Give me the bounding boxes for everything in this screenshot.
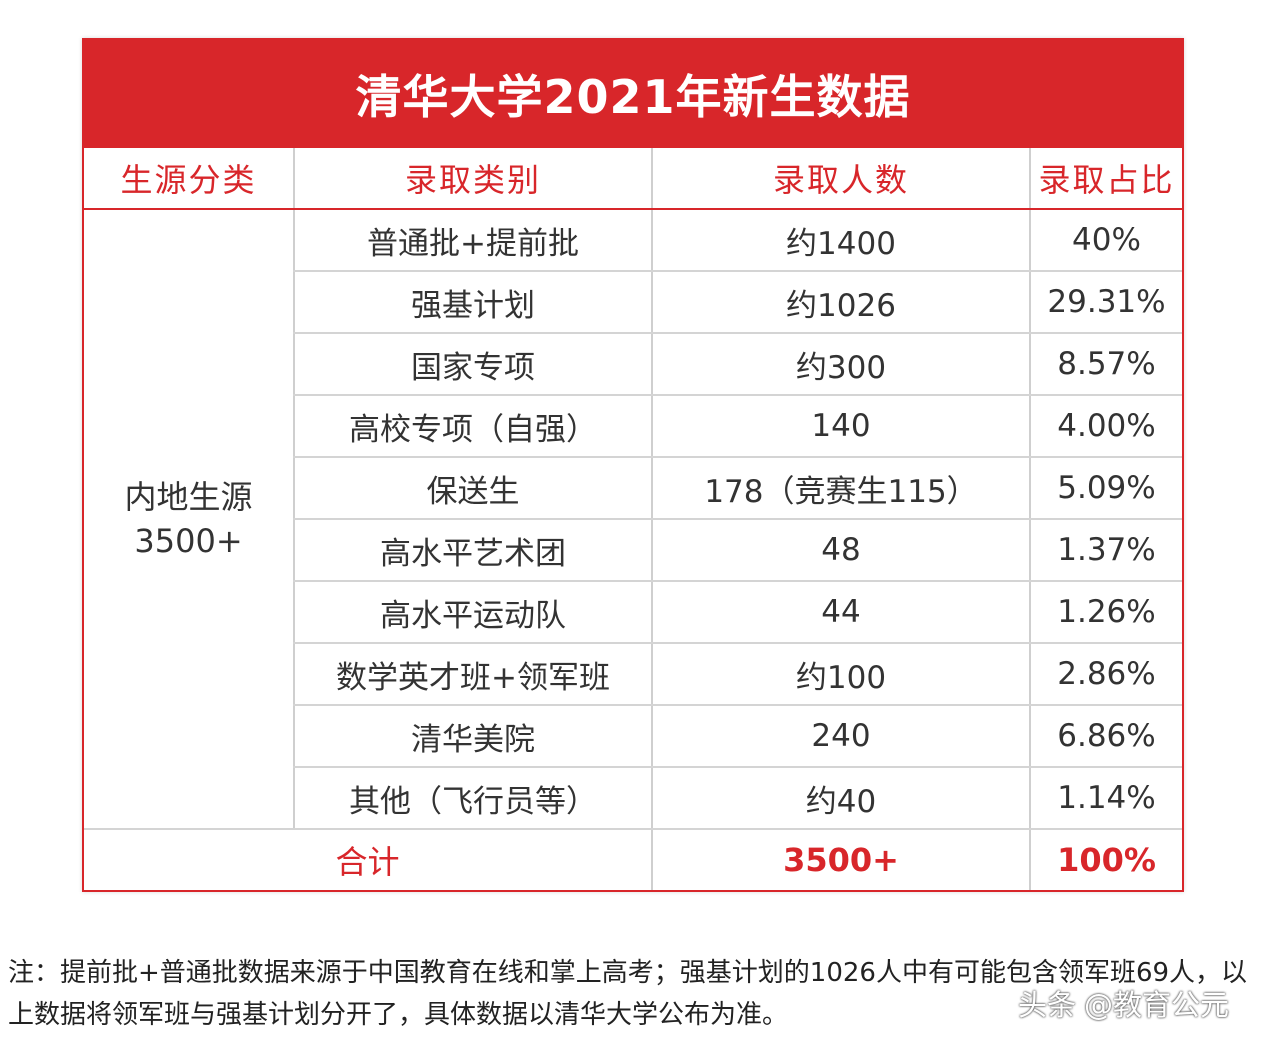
total-row: 合计 3500+ 100%: [84, 829, 1182, 890]
row-count: 178（竞赛生115）: [651, 457, 1030, 520]
table-row: 其他（飞行员等） 约40 1.14%: [84, 767, 1182, 830]
row-category: 普通批+提前批: [293, 209, 652, 272]
row-count: 140: [651, 395, 1030, 458]
row-category: 高水平运动队: [293, 581, 652, 644]
row-ratio: 2.86%: [1029, 643, 1182, 706]
table-row: 国家专项 约300 8.57%: [84, 333, 1182, 396]
source-group-name: 内地生源: [124, 478, 253, 516]
header-row: 生源分类 录取类别 录取人数 录取占比: [84, 148, 1182, 210]
total-count: 3500+: [651, 829, 1030, 890]
row-category: 数学英才班+领军班: [293, 643, 652, 706]
table-row: 保送生 178（竞赛生115） 5.09%: [84, 457, 1182, 520]
header-count: 录取人数: [651, 148, 1030, 210]
row-count: 约1400: [651, 209, 1030, 272]
table-row: 清华美院 240 6.86%: [84, 705, 1182, 768]
row-ratio: 1.26%: [1029, 581, 1182, 644]
admission-table: 生源分类 录取类别 录取人数 录取占比 内地生源 3500+ 普通批+提前批 约…: [84, 148, 1182, 890]
table-row: 数学英才班+领军班 约100 2.86%: [84, 643, 1182, 706]
row-count: 48: [651, 519, 1030, 582]
table-title: 清华大学2021年新生数据: [84, 40, 1182, 148]
table-row: 高水平运动队 44 1.26%: [84, 581, 1182, 644]
row-category: 其他（飞行员等）: [293, 767, 652, 830]
row-ratio: 8.57%: [1029, 333, 1182, 396]
source-group-cell: 内地生源 3500+: [84, 209, 294, 830]
watermark-brand: 头条: [1018, 988, 1077, 1022]
watermark: 头条 @教育公元: [1018, 982, 1229, 1024]
row-ratio: 40%: [1029, 209, 1182, 272]
row-ratio: 6.86%: [1029, 705, 1182, 768]
row-count: 44: [651, 581, 1030, 644]
source-group-total: 3500+: [134, 522, 243, 560]
table-row: 内地生源 3500+ 普通批+提前批 约1400 40%: [84, 209, 1182, 830]
header-source: 生源分类: [84, 148, 294, 210]
row-category: 强基计划: [293, 271, 652, 334]
row-count: 约100: [651, 643, 1030, 706]
row-ratio: 1.37%: [1029, 519, 1182, 582]
row-category: 保送生: [293, 457, 652, 520]
total-label: 合计: [335, 843, 400, 881]
row-count: 约300: [651, 333, 1030, 396]
row-category: 高水平艺术团: [293, 519, 652, 582]
header-ratio: 录取占比: [1029, 148, 1182, 210]
total-ratio: 100%: [1029, 829, 1182, 890]
table-row: 强基计划 约1026 29.31%: [84, 271, 1182, 334]
watermark-handle: @教育公元: [1084, 988, 1230, 1022]
table-row: 高校专项（自强） 140 4.00%: [84, 395, 1182, 458]
row-count: 约40: [651, 767, 1030, 830]
table-row: 高水平艺术团 48 1.37%: [84, 519, 1182, 582]
row-ratio: 29.31%: [1029, 271, 1182, 334]
row-count: 约1026: [651, 271, 1030, 334]
row-ratio: 1.14%: [1029, 767, 1182, 830]
row-ratio: 5.09%: [1029, 457, 1182, 520]
footnote: 注：提前批+普通批数据来源于中国教育在线和掌上高考；强基计划的1026人中有可能…: [8, 958, 1248, 1030]
data-table-card: 清华大学2021年新生数据 生源分类 录取类别 录取人数 录取占比 内地生源 3…: [82, 38, 1184, 892]
row-count: 240: [651, 705, 1030, 768]
row-category: 清华美院: [293, 705, 652, 768]
row-category: 国家专项: [293, 333, 652, 396]
row-ratio: 4.00%: [1029, 395, 1182, 458]
row-category: 高校专项（自强）: [293, 395, 652, 458]
header-category: 录取类别: [293, 148, 652, 210]
